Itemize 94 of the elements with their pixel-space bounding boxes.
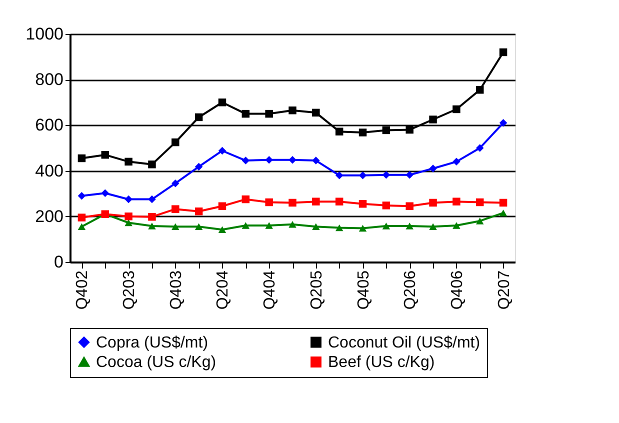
- x-tick-label: Q402: [74, 270, 92, 310]
- point: [218, 202, 226, 210]
- y-tick-label: 600: [35, 116, 64, 135]
- x-tick-label: Q406: [448, 270, 466, 310]
- point: [358, 128, 367, 136]
- point: [358, 224, 367, 232]
- x-tick-label: Q206: [402, 270, 420, 310]
- point: [101, 150, 110, 159]
- point: [499, 48, 508, 56]
- point: [358, 171, 367, 180]
- point: [406, 171, 414, 179]
- legend-label: Cocoa (US c/Kg): [96, 354, 216, 371]
- point: [429, 223, 437, 230]
- point: [288, 106, 296, 114]
- y-tick-label: 400: [35, 161, 64, 180]
- point: [265, 198, 273, 206]
- x-tick-label: Q203: [121, 270, 138, 310]
- point: [406, 202, 414, 210]
- point: [265, 156, 273, 164]
- point: [335, 224, 344, 232]
- point: [78, 214, 86, 222]
- point: [124, 219, 132, 226]
- point: [194, 223, 203, 230]
- point: [499, 119, 508, 127]
- point: [218, 226, 226, 233]
- point: [194, 208, 203, 216]
- point: [452, 105, 460, 114]
- point: [172, 205, 180, 213]
- point: [452, 222, 460, 229]
- point: [78, 154, 86, 162]
- x-tick-label: Q205: [308, 270, 326, 310]
- y-tick-label: 200: [35, 206, 64, 226]
- point: [312, 223, 320, 230]
- x-tick-label: Q404: [262, 270, 279, 310]
- point: [148, 160, 156, 168]
- legend-label: Copra (US$/mt): [96, 334, 208, 352]
- point: [499, 210, 508, 216]
- point: [312, 108, 320, 117]
- point: [358, 200, 367, 208]
- point: [406, 222, 414, 230]
- point: [194, 162, 203, 171]
- legend-label: Coconut Oil (US$/mt): [328, 334, 480, 352]
- point: [265, 110, 273, 118]
- point: [194, 113, 203, 122]
- point: [288, 198, 296, 207]
- point: [288, 156, 296, 164]
- y-tick-label: 0: [54, 252, 64, 272]
- point: [382, 202, 390, 210]
- point: [476, 198, 484, 206]
- y-tick-label: 800: [35, 70, 64, 90]
- x-tick-label: Q204: [214, 270, 232, 310]
- point: [382, 222, 390, 230]
- point: [452, 158, 460, 166]
- point: [476, 144, 484, 152]
- point: [265, 222, 273, 229]
- point: [335, 171, 344, 180]
- point: [172, 223, 180, 230]
- point: [78, 192, 86, 200]
- point: [429, 164, 437, 172]
- point: [476, 86, 484, 94]
- point: [312, 198, 320, 206]
- point: [218, 146, 226, 155]
- point: [124, 158, 132, 166]
- point: [476, 218, 484, 224]
- point: [78, 223, 86, 230]
- y-tick-label: 1000: [26, 24, 64, 44]
- point: [124, 195, 132, 204]
- point: [382, 171, 390, 179]
- point: [148, 212, 156, 221]
- point: [242, 110, 250, 118]
- point: [335, 128, 344, 136]
- point: [172, 179, 180, 188]
- point: [218, 98, 226, 106]
- point: [406, 126, 414, 134]
- point: [242, 195, 250, 204]
- point: [499, 198, 508, 207]
- point: [242, 222, 250, 229]
- point: [429, 198, 437, 207]
- point: [382, 126, 390, 134]
- x-tick-label: Q403: [168, 270, 185, 310]
- x-tick-label: Q405: [355, 270, 372, 310]
- point: [101, 189, 110, 198]
- point: [148, 195, 156, 204]
- point: [148, 222, 156, 230]
- legend-label: Beef (US c/Kg): [328, 354, 435, 371]
- point: [242, 156, 250, 164]
- point: [429, 116, 437, 124]
- point: [335, 198, 344, 206]
- point: [312, 156, 320, 164]
- point: [288, 221, 296, 228]
- point: [172, 138, 180, 146]
- x-tick-label: Q207: [496, 270, 513, 310]
- point: [452, 198, 460, 206]
- point: [124, 212, 132, 220]
